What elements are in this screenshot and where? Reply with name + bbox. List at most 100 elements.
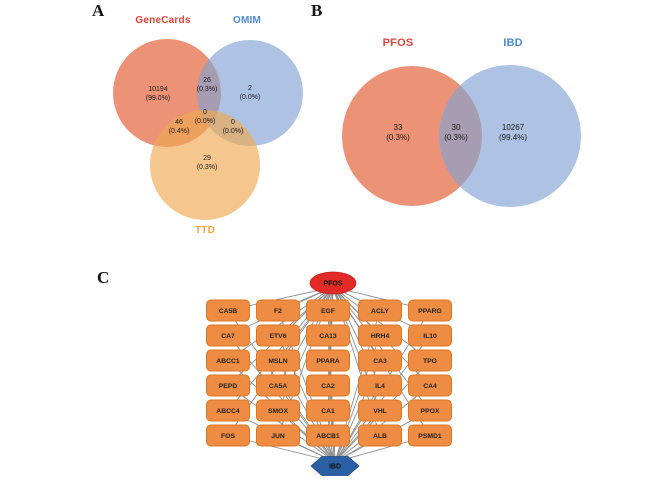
gene-node-box: [408, 299, 452, 322]
gene-node-label: EGF: [321, 308, 335, 315]
gene-node-box: [206, 324, 250, 347]
venn-a-region-genecards-only: 10194 (99.0%): [146, 85, 171, 103]
gene-node-label: PPOX: [421, 408, 440, 415]
region-count: 0: [203, 109, 207, 116]
gene-node-box: [206, 349, 250, 372]
gene-node-label: ABCB1: [316, 433, 340, 440]
gene-node-ABCC4: ABCC4: [206, 399, 250, 422]
edge-PFOS-TPO: [332, 286, 431, 361]
region-count: 10267: [501, 123, 525, 132]
venn-b-ibd-circle: [439, 65, 581, 207]
gene-node-F2: F2: [256, 299, 300, 322]
pfos-hub-label: PFOS: [323, 281, 342, 288]
region-pct: (99.4%): [498, 133, 528, 142]
gene-node-FOS: FOS: [206, 424, 250, 447]
gene-node-label: ALB: [373, 433, 387, 440]
gene-node-box: [408, 349, 452, 372]
gene-node-CA5B: CA5B: [206, 299, 250, 322]
venn-a-genecards-set-label: GeneCards: [135, 15, 191, 26]
edge-IL4-IBD: [334, 385, 381, 463]
gene-node-CA3: CA3: [358, 349, 402, 372]
gene-node-IL10: IL10: [408, 324, 452, 347]
gene-node-box: [206, 399, 250, 422]
gene-node-box: [256, 399, 300, 422]
gene-node-ETV6: ETV6: [256, 324, 300, 347]
gene-node-box: [358, 299, 402, 322]
gene-node-box: [358, 399, 402, 422]
gene-node-JUN: JUN: [256, 424, 300, 447]
region-pct: (0.3%): [196, 164, 218, 171]
gene-node-box: [306, 324, 350, 347]
region-count: 30: [451, 123, 461, 132]
gene-node-box: [256, 374, 300, 397]
gene-node-CA4: CA4: [408, 374, 452, 397]
gene-node-CA1: CA1: [306, 399, 350, 422]
gene-node-ABCB1: ABCB1: [306, 424, 350, 447]
panel-a-label: A: [92, 1, 105, 20]
gene-node-box: [358, 324, 402, 347]
gene-node-label: CA2: [321, 383, 335, 390]
gene-node-label: ACLY: [371, 308, 389, 315]
gene-node-PPOX: PPOX: [408, 399, 452, 422]
ibd-hub-label: IBD: [329, 464, 341, 471]
region-pct: (0.0%): [222, 128, 244, 135]
gene-node-VHL: VHL: [358, 399, 402, 422]
gene-node-label: JUN: [271, 433, 285, 440]
gene-node-label: CA4: [423, 383, 437, 390]
gene-node-label: F2: [274, 308, 282, 315]
edge-CA4-IBD: [334, 385, 431, 463]
region-pct: (0.3%): [386, 133, 410, 142]
gene-node-EGF: EGF: [306, 299, 350, 322]
gene-node-box: [306, 424, 350, 447]
gene-node-CA13: CA13: [306, 324, 350, 347]
gene-node-HRH4: HRH4: [358, 324, 402, 347]
gene-node-ALB: ALB: [358, 424, 402, 447]
venn-a-ttd-set-label: TTD: [194, 225, 216, 236]
gene-node-box: [306, 399, 350, 422]
gene-node-label: CA5B: [219, 308, 238, 315]
gene-node-SMOX: SMOX: [256, 399, 300, 422]
gene-node-label: PPARA: [316, 358, 339, 365]
target-node-IBD: IBD: [310, 456, 360, 476]
venn-a-region-center: 0 (0.0%): [195, 108, 216, 126]
gene-node-label: PEPD: [219, 383, 238, 390]
gene-node-IL4: IL4: [358, 374, 402, 397]
gene-node-CA2: CA2: [306, 374, 350, 397]
edge-PEPD-IBD: [227, 385, 336, 463]
venn-a-region-ttd-only: 29 (0.3%): [197, 154, 218, 172]
region-pct: (0.0%): [194, 118, 216, 125]
source-node-PFOS: PFOS: [309, 271, 357, 295]
gene-node-PPARG: PPARG: [408, 299, 452, 322]
gene-node-ABCC1: ABCC1: [206, 349, 250, 372]
panel-b-label: B: [311, 1, 323, 20]
venn-b-region-overlap: 30 (0.3%): [444, 123, 468, 143]
pfos-ellipse: [309, 271, 357, 295]
gene-node-label: FOS: [221, 433, 235, 440]
region-pct: (99.0%): [145, 95, 171, 102]
gene-node-box: [358, 374, 402, 397]
gene-node-box: [408, 374, 452, 397]
gene-node-label: MSLN: [268, 358, 287, 365]
gene-node-box: [408, 424, 452, 447]
region-count: 2: [248, 85, 252, 92]
region-count: 26: [203, 77, 211, 84]
gene-node-box: [306, 374, 350, 397]
gene-node-label: ABCC1: [216, 358, 240, 365]
gene-node-box: [206, 299, 250, 322]
region-count: 33: [393, 123, 403, 132]
gene-node-box: [256, 299, 300, 322]
gene-node-label: HRH4: [371, 333, 390, 340]
venn-a-omim-set-label: OMIM: [232, 15, 262, 26]
gene-node-MSLN: MSLN: [256, 349, 300, 372]
region-pct: (0.3%): [444, 133, 468, 142]
gene-node-label: VHL: [373, 408, 387, 415]
region-count: 0: [231, 119, 235, 126]
gene-node-label: CA5A: [269, 383, 288, 390]
region-pct: (0.3%): [196, 86, 218, 93]
gene-node-box: [408, 324, 452, 347]
gene-node-PPARA: PPARA: [306, 349, 350, 372]
panel-c-label: C: [97, 268, 110, 287]
gene-node-box: [256, 424, 300, 447]
